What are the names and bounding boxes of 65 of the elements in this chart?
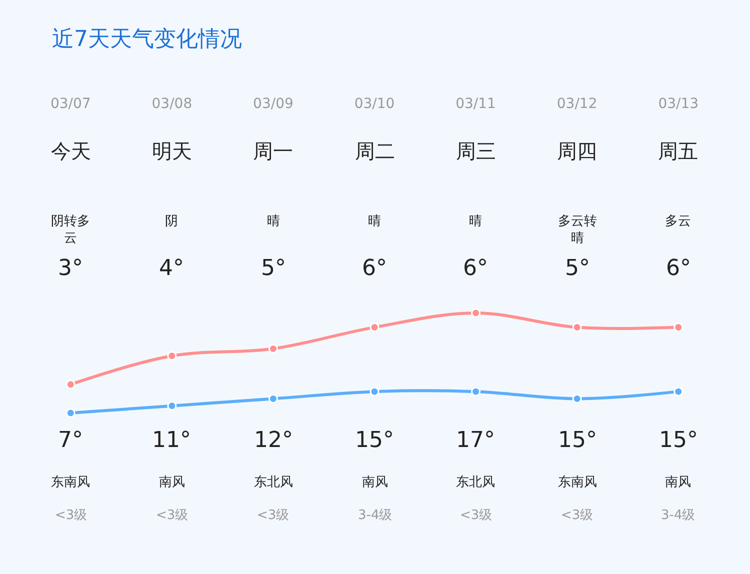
text: 周一 [253, 139, 293, 163]
x-tick-label: 03/13 [658, 96, 699, 112]
text: <3级 [460, 508, 492, 523]
point [268, 344, 278, 354]
point [66, 380, 76, 390]
text: 东南风 [51, 475, 90, 490]
x-tick-label: 03/12 [556, 96, 598, 112]
text: <3级 [257, 508, 290, 523]
data-label: 4° [159, 256, 184, 281]
text: 多云 [665, 214, 691, 229]
text: 阴 [165, 214, 178, 229]
text: 东北风 [254, 475, 293, 490]
point [471, 308, 481, 318]
x-tick-label: 03/10 [354, 96, 395, 112]
point [674, 386, 684, 396]
point [268, 394, 278, 404]
text: 南风 [362, 475, 388, 490]
text: <3级 [561, 508, 594, 523]
text: 多云转 [558, 214, 597, 229]
point [471, 386, 481, 396]
point [66, 408, 76, 418]
text: 东南风 [558, 475, 597, 490]
point [370, 322, 380, 332]
x-tick-label: 03/09 [253, 96, 294, 112]
text: 晴 [267, 214, 280, 229]
data-label: 6° [362, 256, 387, 281]
text: 南风 [665, 475, 691, 490]
data-label: 15° [659, 428, 698, 453]
data-label: 6° [666, 256, 691, 281]
text: 3-4级 [358, 508, 392, 523]
data-label: 5° [565, 256, 590, 281]
text: 周五 [658, 139, 698, 163]
data-label: 3° [58, 256, 83, 281]
text: 周四 [557, 139, 597, 163]
data-label: 15° [558, 428, 597, 453]
chart-title: 近7天天气变化情况 [52, 27, 242, 52]
text: 周二 [355, 139, 395, 163]
text: <3级 [156, 508, 188, 523]
text: <3级 [55, 508, 88, 523]
text: 晴 [469, 214, 482, 229]
point [167, 351, 177, 361]
text: 晴 [571, 230, 584, 246]
x-tick-label: 03/11 [456, 96, 496, 112]
text: 3-4级 [661, 508, 696, 523]
text: 阴转多云 [51, 214, 90, 246]
x-tick-label: 03/07 [50, 96, 91, 112]
point [572, 394, 582, 404]
text: 周三 [456, 139, 496, 163]
data-label: 5° [261, 256, 286, 281]
data-label: 11° [152, 428, 191, 453]
data-label: 17° [456, 428, 495, 453]
point [572, 322, 582, 332]
text: 晴 [368, 214, 381, 229]
point [674, 322, 684, 332]
text: 明天 [152, 139, 192, 163]
data-label: 6° [463, 256, 488, 281]
data-label: 7° [58, 428, 83, 453]
text: 南风 [159, 475, 185, 490]
text: 东北风 [456, 475, 495, 490]
point [370, 386, 380, 396]
data-label: 15° [355, 428, 394, 453]
x-tick-label: 03/08 [152, 96, 192, 112]
data-label: 12° [254, 428, 293, 453]
point [167, 401, 177, 411]
text: 今天 [51, 139, 91, 163]
